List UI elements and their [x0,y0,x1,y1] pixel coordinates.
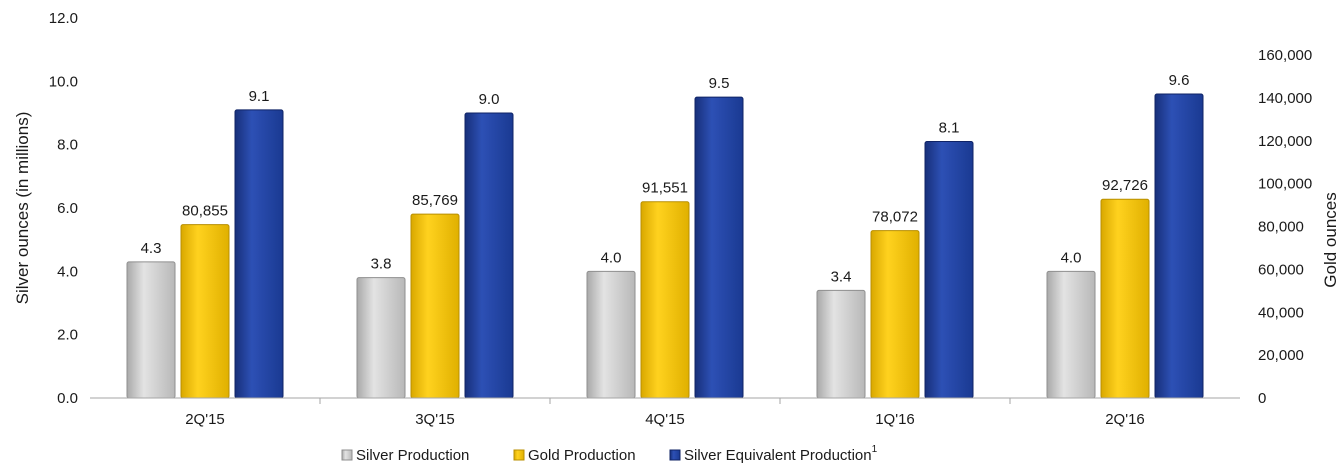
right-tick-label: 0 [1258,390,1266,407]
data-label: 9.1 [249,88,270,105]
data-label: 78,072 [872,209,918,226]
left-tick-label: 12.0 [49,10,78,27]
category-label: 1Q'16 [875,411,915,428]
legend-swatch [513,449,525,461]
data-label: 4.3 [141,240,162,257]
data-label: 9.5 [709,75,730,92]
bar-gold-production [410,213,460,399]
left-tick-label: 8.0 [57,137,78,154]
right-tick-label: 100,000 [1258,176,1312,193]
legend-swatch [669,449,681,461]
bar-silver-equivalent-production [924,141,974,399]
right-tick-label: 40,000 [1258,304,1304,321]
legend-swatch [341,449,353,461]
left-tick-label: 10.0 [49,73,78,90]
left-axis-title: Silver ounces (in millions) [13,112,32,305]
bar-silver-production [356,277,406,399]
data-label: 3.4 [831,268,852,285]
legend: Silver Production Gold Production Silver E… [341,444,878,463]
legend-label: Silver Production [356,447,469,463]
bar-gold-production [640,201,690,399]
bar-silver-equivalent-production [1154,93,1204,399]
data-label: 3.8 [371,256,392,273]
bar-silver-equivalent-production [464,112,514,399]
right-tick-label: 160,000 [1258,47,1312,64]
legend-label: Silver Equivalent Production1 [684,444,878,463]
left-axis-ticks: 0.0 2.0 4.0 6.0 8.0 10.0 12.0 [49,10,78,407]
left-tick-label: 0.0 [57,390,78,407]
left-tick-label: 6.0 [57,200,78,217]
category-label: 4Q'15 [645,411,685,428]
data-labels: 4.3 80,855 9.1 3.8 85,769 9.0 4.0 91,551 9.5 3.4 7… [141,72,1190,285]
data-label: 91,551 [642,180,688,197]
bar-gold-production [1100,198,1150,399]
right-tick-label: 80,000 [1258,219,1304,236]
right-axis-title: Gold ounces [1321,192,1340,287]
bar-silver-production [126,261,176,399]
data-label: 85,769 [412,192,458,209]
data-label: 9.0 [479,91,500,108]
bar-silver-equivalent-production [234,109,284,399]
bar-silver-equivalent-production [694,96,744,399]
bar-silver-production [1046,270,1096,399]
bar-silver-production [586,270,636,399]
right-axis-ticks: 0 20,000 40,000 60,000 80,000 100,000 120,000 1… [1258,47,1312,407]
right-tick-label: 120,000 [1258,133,1312,150]
category-label: 3Q'15 [415,411,455,428]
data-label: 80,855 [182,203,228,220]
bar-silver-production [816,289,866,399]
bar-gold-production [870,230,920,399]
right-tick-label: 20,000 [1258,347,1304,364]
data-label: 4.0 [601,249,622,266]
left-tick-label: 4.0 [57,263,78,280]
right-tick-label: 60,000 [1258,261,1304,278]
bar-gold-production [180,224,230,399]
category-label: 2Q'15 [185,411,225,428]
data-label: 4.0 [1061,249,1082,266]
legend-superscript: 1 [872,444,878,455]
data-label: 8.1 [939,120,960,137]
data-label: 9.6 [1169,72,1190,89]
right-tick-label: 140,000 [1258,90,1312,107]
bars [126,93,1204,399]
x-axis-ticks: 2Q'15 3Q'15 4Q'15 1Q'16 2Q'16 [185,398,1145,428]
category-label: 2Q'16 [1105,411,1145,428]
data-label: 92,726 [1102,177,1148,194]
legend-label: Gold Production [528,447,636,463]
left-tick-label: 2.0 [57,327,78,344]
